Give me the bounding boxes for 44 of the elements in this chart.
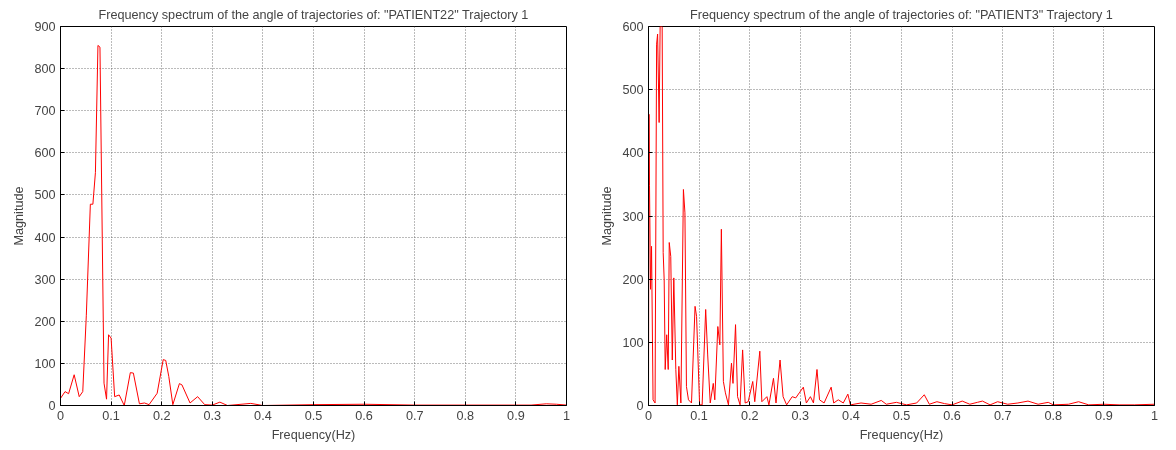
y-tick-label: 400 [622, 146, 644, 161]
x-tick-label: 1 [1150, 408, 1159, 423]
y-tick-label: 900 [34, 20, 56, 34]
x-tick-label: 0.9 [1095, 408, 1113, 423]
y-tick-label: 200 [34, 314, 56, 329]
x-axis-title: Frequency(Hz) [271, 427, 356, 442]
y-tick-label: 300 [622, 209, 644, 224]
x-tick-label: 0.9 [507, 408, 525, 423]
y-tick-label: 500 [622, 83, 644, 98]
x-axis-title: Frequency(Hz) [859, 427, 944, 442]
y-tick-label: 100 [34, 356, 56, 371]
y-tick-label: 800 [34, 62, 56, 77]
x-tick-label: 0.2 [152, 408, 171, 423]
x-tick-label: 0.5 [892, 408, 911, 423]
x-tick-label: 0.1 [690, 408, 708, 423]
y-axis-title: Magnitude [600, 186, 615, 246]
x-tick-label: 0.6 [943, 408, 961, 423]
y-tick-label: 600 [622, 20, 644, 34]
y-tick-label: 600 [34, 146, 56, 161]
chart-title: Frequency spectrum of the angle of trajectories of: "PATIENT22" Trajectory 1 [98, 7, 529, 22]
x-tick-label: 0.8 [456, 408, 475, 423]
y-axis-title: Magnitude [12, 186, 27, 246]
x-tick-label: 0.1 [102, 408, 120, 423]
y-tick-label: 500 [34, 188, 56, 203]
x-tick-label: 0.7 [405, 408, 424, 423]
x-tick-label: 0.8 [1044, 408, 1063, 423]
x-tick-label: 0.7 [993, 408, 1012, 423]
x-tick-label: 0.3 [791, 408, 810, 423]
x-tick-label: 0.3 [203, 408, 222, 423]
x-tick-label: 0.4 [254, 408, 272, 423]
line-series [648, 26, 1155, 406]
x-tick-label: 1 [562, 408, 571, 423]
y-tick-label: 100 [622, 335, 644, 350]
y-tick-label: 0 [48, 399, 56, 413]
x-tick-label: 0.2 [740, 408, 759, 423]
x-tick-label: 0.6 [355, 408, 373, 423]
y-tick-label: 200 [622, 272, 644, 287]
y-tick-label: 300 [34, 272, 56, 287]
x-tick-label: 0.4 [842, 408, 860, 423]
y-tick-label: 700 [34, 104, 56, 119]
x-tick-label: 0.5 [304, 408, 323, 423]
chart-title: Frequency spectrum of the angle of trajectories of: "PATIENT3" Trajectory 1 [689, 7, 1113, 22]
y-tick-label: 400 [34, 230, 56, 245]
y-tick-label: 0 [636, 399, 644, 413]
